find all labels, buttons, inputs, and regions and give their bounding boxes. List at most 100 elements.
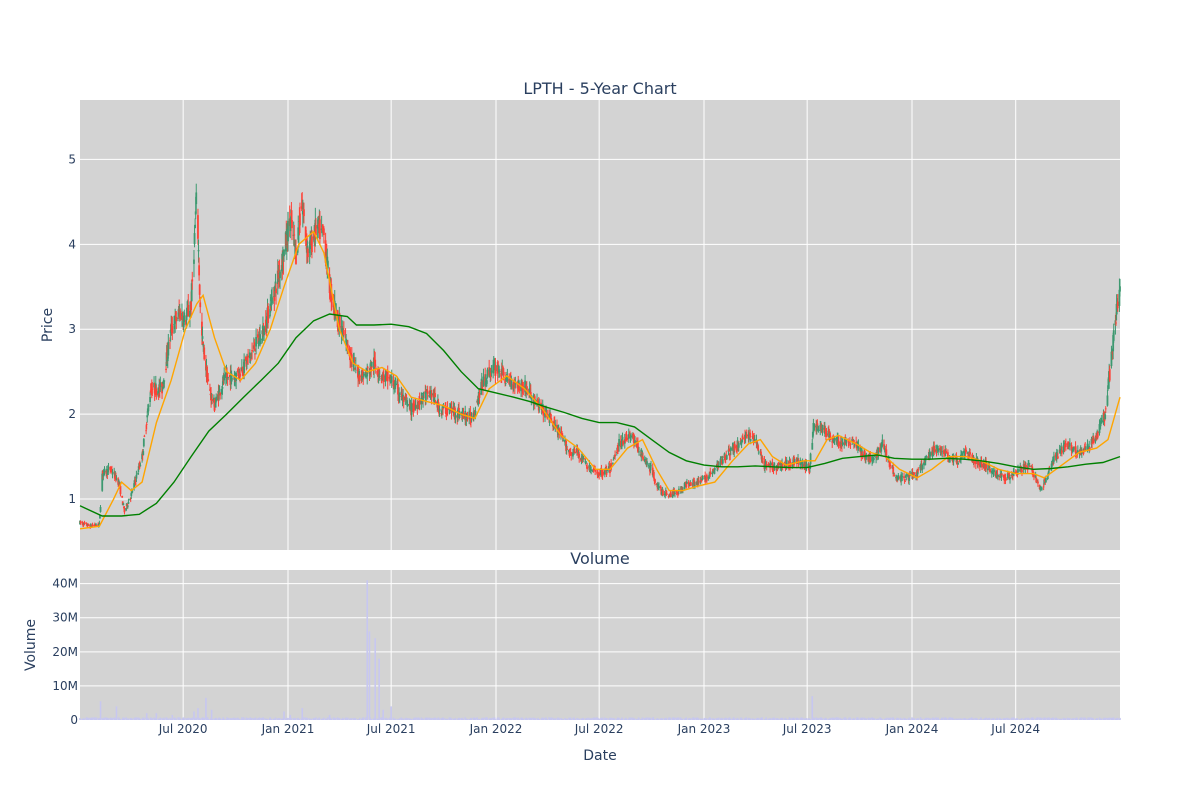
candle-body [908, 475, 911, 481]
candle-body [477, 395, 480, 405]
candle-body [1083, 449, 1085, 451]
volume-bar [211, 718, 214, 720]
volume-y-tick-label: 20M [52, 645, 78, 659]
volume-bar [318, 717, 321, 720]
candle-body [947, 452, 949, 459]
volume-bar [292, 718, 295, 720]
candle-body [581, 453, 583, 459]
candle-body [565, 447, 568, 451]
candle-body [392, 380, 395, 387]
volume-bar [711, 718, 714, 720]
candle-body [425, 391, 427, 402]
candle-body [175, 316, 178, 322]
volume-bar [945, 717, 947, 720]
volume-bar [736, 717, 739, 720]
candle-body [720, 456, 722, 458]
candle-body [273, 286, 276, 291]
volume-bar [1006, 717, 1009, 720]
volume-bar [604, 717, 606, 720]
candle-body [361, 369, 364, 376]
volume-bar [923, 718, 925, 720]
candle-body [981, 464, 983, 468]
volume-bar [669, 717, 672, 720]
candle-body [785, 459, 788, 469]
candle-body [293, 234, 296, 236]
volume-bar [1085, 718, 1087, 720]
candle-body [1094, 437, 1097, 442]
price-moving-averages [79, 230, 1121, 530]
candle-body [321, 224, 324, 231]
candle-body [113, 471, 116, 474]
volume-bar [1003, 718, 1006, 720]
candle-body [925, 455, 928, 458]
volume-bar [1029, 718, 1031, 720]
chart-title: LPTH - 5-Year Chart [523, 79, 676, 98]
date-x-tick-label: Jul 2022 [574, 722, 624, 736]
candle-body [1111, 349, 1113, 351]
candle-body [904, 480, 907, 482]
volume-bar [347, 717, 349, 720]
volume-bar [745, 718, 748, 720]
candle-body [542, 406, 545, 416]
volume-bar [103, 717, 106, 720]
candle-body [201, 321, 203, 336]
candle-body [676, 492, 679, 494]
volume-bar [175, 719, 178, 720]
candle-body [267, 306, 269, 324]
volume-bar [218, 717, 220, 720]
candle-body [157, 393, 160, 396]
volume-bar [1036, 717, 1038, 720]
candle-body [764, 461, 767, 464]
candle-body [340, 326, 343, 334]
volume-bar [576, 717, 578, 720]
candle-body [199, 302, 202, 308]
volume-bar [941, 717, 944, 720]
volume-bar [1096, 719, 1099, 720]
volume-bar [718, 717, 720, 720]
volume-bar [765, 717, 767, 720]
volume-bar [155, 713, 158, 720]
candle-body [880, 444, 883, 452]
candle-body [1079, 447, 1082, 451]
volume-bar [997, 718, 999, 720]
candle-body [572, 452, 574, 457]
candle-body [644, 461, 647, 462]
candle-body [330, 296, 333, 301]
candle-body [194, 224, 197, 229]
candle-body [643, 458, 646, 462]
candle-body [240, 367, 243, 372]
candle-body [924, 460, 927, 462]
volume-bar [440, 718, 443, 720]
volume-bar [740, 717, 743, 720]
candle-body [393, 388, 395, 390]
candle-body [1063, 445, 1066, 447]
candle-body [398, 394, 401, 396]
volume-bar [262, 717, 264, 720]
candle-body [389, 376, 392, 384]
volume-bar [351, 718, 353, 720]
candle-body [553, 422, 556, 425]
candle-body [873, 455, 876, 457]
candle-body [259, 334, 261, 345]
volume-bar [622, 719, 624, 720]
candle-body [1108, 369, 1111, 381]
volume-bar [426, 717, 429, 720]
candle-body [416, 404, 419, 409]
volume-bar [1055, 717, 1057, 720]
candle-body [749, 432, 752, 438]
candle-body [454, 407, 456, 417]
volume-bar [422, 718, 424, 720]
volume-bar [741, 719, 744, 720]
candle-body [837, 440, 840, 447]
candle-body [1018, 470, 1021, 472]
candle-body [150, 386, 153, 395]
candle-body [460, 411, 463, 415]
candle-body [686, 481, 688, 484]
candle-body [665, 490, 668, 495]
volume-bar [203, 717, 206, 720]
volume-bar [359, 717, 361, 720]
volume-bar [167, 718, 170, 720]
candle-body [95, 525, 98, 527]
volume-bar [777, 718, 780, 720]
candle-body [142, 451, 145, 456]
